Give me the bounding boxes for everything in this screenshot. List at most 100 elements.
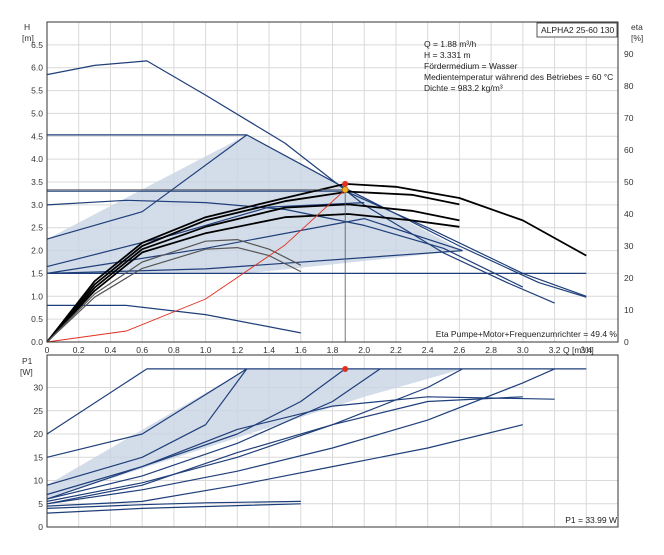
p1-tick-label: 5 <box>38 499 43 509</box>
y-left-label: H <box>24 22 30 32</box>
p1-tick-label: 25 <box>34 406 44 416</box>
y-right-unit: [%] <box>631 33 643 43</box>
x-tick-label: 0.2 <box>73 345 85 355</box>
power-curve <box>46 368 587 435</box>
y-right-tick-label: 40 <box>624 209 634 219</box>
y-left-tick-label: 6.0 <box>31 63 43 73</box>
x-label: Q <box>563 345 570 355</box>
y-left-tick-label: 0.0 <box>31 337 43 347</box>
power-curve <box>46 396 555 500</box>
p1-tick-label: 20 <box>34 429 44 439</box>
p1-tick-label: 15 <box>34 452 44 462</box>
y-left-tick-label: 1.5 <box>31 268 43 278</box>
head-curve <box>47 190 587 297</box>
power-curve <box>46 424 523 507</box>
y-right-tick-label: 90 <box>624 49 634 59</box>
y-right-tick-label: 30 <box>624 241 634 251</box>
x-tick-label: 1.2 <box>231 345 243 355</box>
y-left-unit: [m] <box>22 33 34 43</box>
y-left-tick-label: 4.0 <box>31 154 43 164</box>
head-curve <box>46 202 365 268</box>
y-right-tick-label: 70 <box>624 113 634 123</box>
bottom-curves <box>46 365 587 514</box>
power-curve <box>46 503 301 514</box>
x-tick-label: 0.4 <box>105 345 117 355</box>
x-tick-label: 0.6 <box>136 345 148 355</box>
head-curve <box>47 134 587 298</box>
efficiency-footnote: Eta Pumpe+Motor+Frequenzumrichter = 49.4… <box>436 329 618 339</box>
system-curve <box>46 189 346 343</box>
efficiency-curve <box>46 213 460 343</box>
power-curve <box>46 368 346 496</box>
power-curve <box>46 368 381 500</box>
efficiency-curve <box>46 190 460 343</box>
y-left-tick-label: 3.0 <box>31 200 43 210</box>
info-temperature: Medientemperatur während des Betriebes =… <box>424 72 613 82</box>
p1-tick-label: 30 <box>34 383 44 393</box>
y-left-tick-label: 4.5 <box>31 131 43 141</box>
info-flow: Q = 1.88 m³/h <box>424 39 476 49</box>
bottom-tick-labels: 0 5 10 15 20 25 30 <box>34 383 44 532</box>
x-tick-label: 1.6 <box>295 345 307 355</box>
operating-power-point <box>342 365 349 372</box>
info-density: Dichte = 983.2 kg/m³ <box>424 83 503 93</box>
bottom-panel: 0 5 10 15 20 25 30 P1 [W] P1 = 33.99 W <box>20 354 619 532</box>
top-operating-guides <box>47 180 349 342</box>
head-curve <box>46 218 463 274</box>
top-curves <box>46 60 587 343</box>
top-tick-labels: 0 0.2 0.4 0.6 0.8 1.0 1.2 1.4 1.6 1.8 2.0 2.2 2.4 2.6… <box>31 40 634 355</box>
y-left-tick-label: 3.5 <box>31 177 43 187</box>
y-left-tick-label: 1.0 <box>31 291 43 301</box>
p1-axis-unit: [W] <box>20 367 33 377</box>
operating-range-fill <box>47 134 463 274</box>
pump-title-box <box>536 22 618 38</box>
x-tick-label: 2.6 <box>453 345 465 355</box>
power-curve <box>46 368 555 505</box>
operating-head-point <box>341 186 349 194</box>
y-left-tick-label: 2.0 <box>31 246 43 256</box>
y-right-tick-label: 0 <box>624 337 629 347</box>
y-right-label: eta <box>631 22 643 32</box>
efficiency-curve <box>46 203 460 343</box>
y-left-tick-label: 2.5 <box>31 223 43 233</box>
x-tick-label: 2.2 <box>390 345 402 355</box>
power-curve <box>46 396 523 505</box>
y-right-tick-label: 20 <box>624 273 634 283</box>
p1-axis-label: P1 <box>22 356 33 366</box>
power-footnote: P1 = 33.99 W <box>565 515 617 525</box>
x-tick-label: 3.0 <box>517 345 529 355</box>
top-panel: 0 0.2 0.4 0.6 0.8 1.0 1.2 1.4 1.6 1.8 2.0 2.2 2.4 2.6… <box>22 21 643 355</box>
head-curve <box>46 199 524 288</box>
y-left-tick-label: 0.5 <box>31 314 43 324</box>
head-curve <box>46 134 248 240</box>
p1-tick-label: 0 <box>38 522 43 532</box>
y-right-tick-label: 50 <box>624 177 634 187</box>
info-head: H = 3.331 m <box>424 50 471 60</box>
x-tick-label: 1.0 <box>200 345 212 355</box>
x-tick-label: 0 <box>45 345 50 355</box>
x-tick-label: 2.0 <box>358 345 370 355</box>
power-curve <box>46 368 463 502</box>
operating-efficiency-point <box>342 180 349 187</box>
power-curve <box>46 368 248 458</box>
bottom-operating-range-region <box>47 368 463 500</box>
efficiency-curve-low <box>46 239 302 343</box>
head-curve <box>46 60 555 304</box>
efficiency-curve <box>46 183 587 343</box>
y-right-tick-label: 80 <box>624 81 634 91</box>
power-curve <box>46 368 248 486</box>
y-left-tick-label: 5.5 <box>31 86 43 96</box>
pump-title: ALPHA2 25-60 130 <box>541 25 615 35</box>
x-tick-label: 2.4 <box>422 345 434 355</box>
x-tick-label: 2.8 <box>485 345 497 355</box>
x-tick-label: 1.4 <box>263 345 275 355</box>
bottom-frame <box>46 354 619 528</box>
y-right-tick-label: 60 <box>624 145 634 155</box>
x-unit: [m³/h] <box>572 345 594 355</box>
x-tick-label: 0.8 <box>168 345 180 355</box>
power-curve <box>46 500 301 509</box>
top-operating-range-region <box>47 134 463 274</box>
x-tick-label: 1.8 <box>327 345 339 355</box>
top-frame <box>46 21 619 343</box>
